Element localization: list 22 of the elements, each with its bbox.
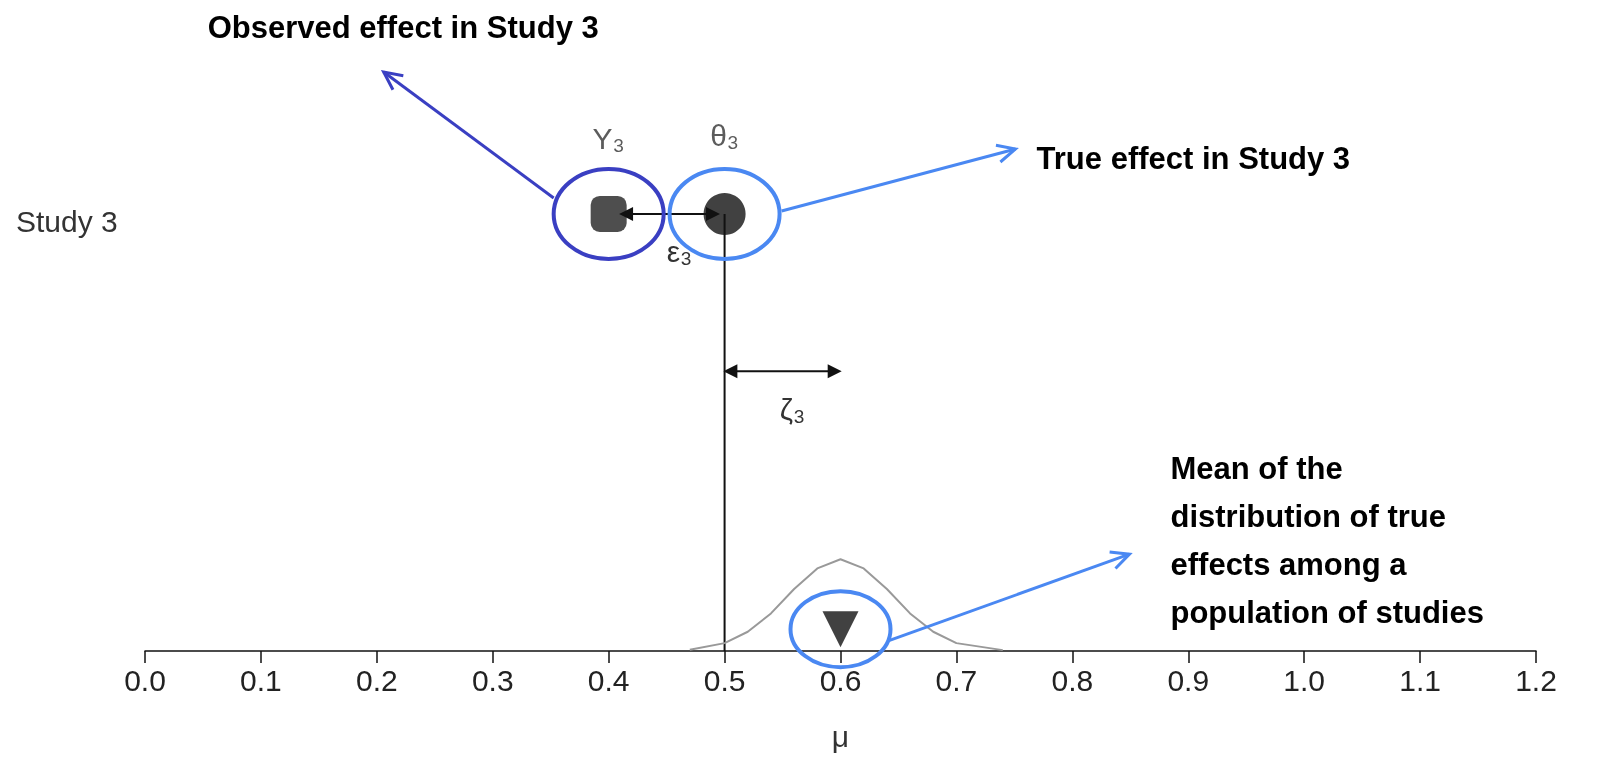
annotation: Mean of the distribution of true effects among a population of studies (1170, 450, 1484, 630)
x-tick-label: 0.3 (471, 663, 514, 697)
series-label: Y₃ (592, 122, 625, 156)
x-tick-label: 0.7 (935, 663, 978, 697)
x-tick-label: 1.2 (1515, 663, 1557, 697)
x-tick-label: 0.1 (240, 663, 282, 697)
text: Observed effect in Study 3 (207, 10, 599, 46)
x-tick-label: 0.5 (703, 663, 746, 697)
x-tick-label: 1.0 (1283, 663, 1326, 697)
x-tick-label: 0.2 (355, 663, 398, 697)
x-tick-label: 0.0 (124, 663, 166, 697)
x-tick-label: 0.9 (1167, 663, 1210, 697)
series-label: ζ₃ (779, 392, 806, 426)
x-tick-label: 0.4 (587, 663, 630, 697)
x-tick-label: 0.6 (819, 663, 862, 697)
text: Study 3 (16, 205, 118, 239)
x-tick-label: 1.1 (1399, 663, 1441, 697)
series-label: ε₃ (666, 235, 693, 269)
x-tick-label: 0.8 (1051, 663, 1094, 697)
x-axis-title: μ (831, 719, 850, 753)
text: True effect in Study 3 (1036, 141, 1351, 177)
series-label: θ₃ (710, 119, 740, 153)
